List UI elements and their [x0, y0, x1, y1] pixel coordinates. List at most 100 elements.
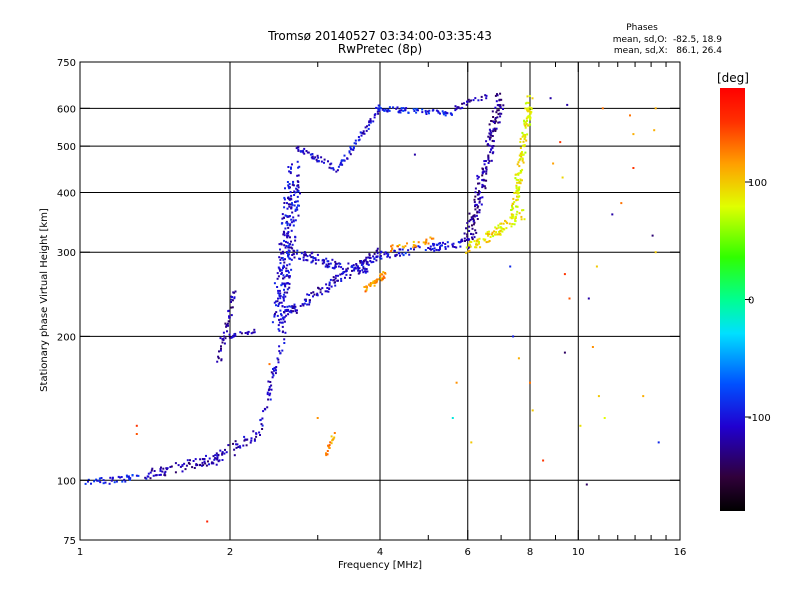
- echo-point: [483, 239, 486, 242]
- echo-point: [224, 448, 226, 451]
- echo-point: [323, 158, 326, 161]
- echo-point: [463, 237, 466, 240]
- echo-point: [651, 234, 654, 237]
- echo-point: [510, 225, 513, 228]
- echo-point: [111, 477, 114, 480]
- echo-point: [273, 366, 276, 369]
- echo-point: [444, 243, 447, 245]
- echo-point: [357, 272, 360, 275]
- echo-point: [325, 283, 328, 286]
- echo-point: [288, 305, 291, 308]
- echo-point: [276, 300, 279, 303]
- echo-point: [382, 275, 385, 278]
- echo-point: [135, 424, 138, 427]
- echo-point: [482, 238, 485, 241]
- echo-point: [313, 157, 316, 160]
- echo-point: [291, 254, 294, 256]
- echo-point: [246, 438, 249, 441]
- echo-point: [367, 263, 370, 266]
- echo-point: [253, 439, 256, 442]
- echo-point: [247, 330, 250, 333]
- echo-point: [474, 203, 477, 206]
- echo-point: [415, 111, 418, 114]
- echo-point: [245, 444, 248, 447]
- echo-point: [216, 458, 219, 461]
- echo-point: [354, 139, 357, 142]
- echo-point: [373, 252, 376, 255]
- echo-point: [312, 259, 315, 262]
- echo-point: [335, 274, 337, 277]
- echo-point: [266, 393, 269, 396]
- echo-point: [288, 276, 291, 279]
- echo-point: [220, 358, 223, 361]
- echo-point: [276, 357, 279, 360]
- echo-point: [363, 132, 366, 135]
- echo-point: [375, 281, 378, 284]
- echo-point: [485, 94, 488, 97]
- echo-point: [314, 259, 317, 261]
- echo-point: [472, 220, 475, 223]
- echo-point: [478, 190, 480, 193]
- echo-point: [291, 307, 294, 309]
- echo-point: [482, 178, 485, 181]
- echo-point: [654, 251, 657, 254]
- echo-point: [511, 202, 514, 205]
- echo-point: [288, 263, 291, 266]
- echo-point: [446, 241, 449, 244]
- echo-point: [95, 478, 98, 481]
- echo-point: [323, 259, 326, 262]
- echo-point: [147, 472, 150, 475]
- echo-point: [334, 260, 337, 263]
- echo-point: [402, 254, 405, 257]
- echo-point: [492, 235, 495, 238]
- echo-point: [96, 479, 99, 482]
- echo-point: [317, 160, 320, 162]
- colorbar-tick-label: 0: [748, 296, 754, 307]
- echo-point: [524, 134, 527, 136]
- echo-point: [511, 205, 514, 208]
- colorbar-ticks: 100 0 -100: [745, 178, 771, 424]
- echo-point: [426, 110, 429, 113]
- echo-point: [433, 247, 436, 250]
- echo-point: [287, 255, 290, 258]
- echo-point: [230, 298, 233, 301]
- echo-point: [413, 110, 416, 112]
- echo-point: [288, 243, 291, 246]
- echo-point: [310, 252, 313, 255]
- echo-point: [283, 198, 286, 201]
- echo-point: [287, 226, 290, 229]
- echo-point: [372, 282, 375, 284]
- echo-point: [270, 388, 273, 391]
- echo-point: [334, 277, 337, 280]
- echo-point: [290, 218, 293, 221]
- echo-point: [285, 215, 288, 217]
- echo-point: [325, 257, 328, 260]
- echo-point: [273, 369, 275, 372]
- echo-point: [476, 174, 479, 177]
- echo-point: [84, 482, 87, 485]
- echo-point: [278, 295, 281, 298]
- echo-point: [296, 174, 299, 177]
- echo-point: [527, 110, 529, 113]
- echo-point: [278, 345, 281, 348]
- echo-point: [358, 267, 361, 270]
- echo-point: [491, 146, 494, 149]
- echo-point: [496, 104, 499, 107]
- echo-point: [283, 232, 286, 235]
- echo-point: [326, 450, 329, 452]
- echo-point: [225, 451, 228, 454]
- echo-point: [374, 113, 377, 116]
- echo-point: [512, 335, 515, 338]
- echo-point: [531, 409, 534, 412]
- echo-point: [433, 243, 436, 246]
- echo-point: [261, 428, 264, 430]
- echo-point: [312, 291, 315, 294]
- echo-point: [359, 260, 361, 263]
- echo-point: [524, 136, 527, 138]
- echo-point: [454, 105, 457, 108]
- echo-point: [514, 173, 517, 176]
- echo-point: [517, 173, 520, 176]
- echo-point: [377, 278, 380, 281]
- echo-point: [518, 159, 521, 162]
- echo-point: [348, 276, 351, 279]
